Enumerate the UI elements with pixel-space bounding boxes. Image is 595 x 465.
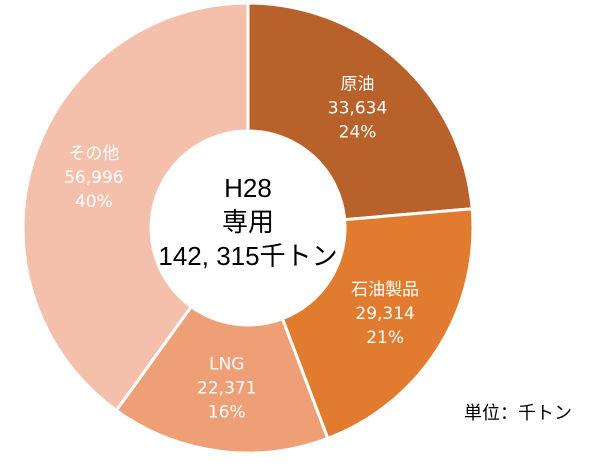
segment-value: 29,314: [355, 304, 414, 324]
segment-value: 56,996: [64, 168, 123, 188]
segment-name: その他: [68, 144, 119, 164]
center-text: 専用: [222, 207, 274, 237]
segment-value: 33,634: [328, 99, 387, 119]
segment-name: 石油製品: [351, 280, 419, 300]
unit-note: 単位：千トン: [464, 403, 572, 424]
segment-percent: 16%: [208, 403, 246, 423]
segment-percent: 40%: [75, 192, 113, 212]
segment-name: LNG: [209, 355, 244, 375]
center-text: 142, 315千トン: [158, 241, 337, 271]
donut-segment: [21, 1, 250, 413]
segment-name: 原油: [341, 75, 375, 95]
segment-percent: 21%: [366, 328, 404, 348]
donut-segment: [246, 1, 474, 222]
donut-segment: [280, 207, 475, 441]
segment-value: 22,371: [197, 379, 256, 399]
center-text: H28: [224, 173, 272, 203]
segment-percent: 24%: [339, 123, 377, 143]
donut-segment: [114, 304, 330, 455]
